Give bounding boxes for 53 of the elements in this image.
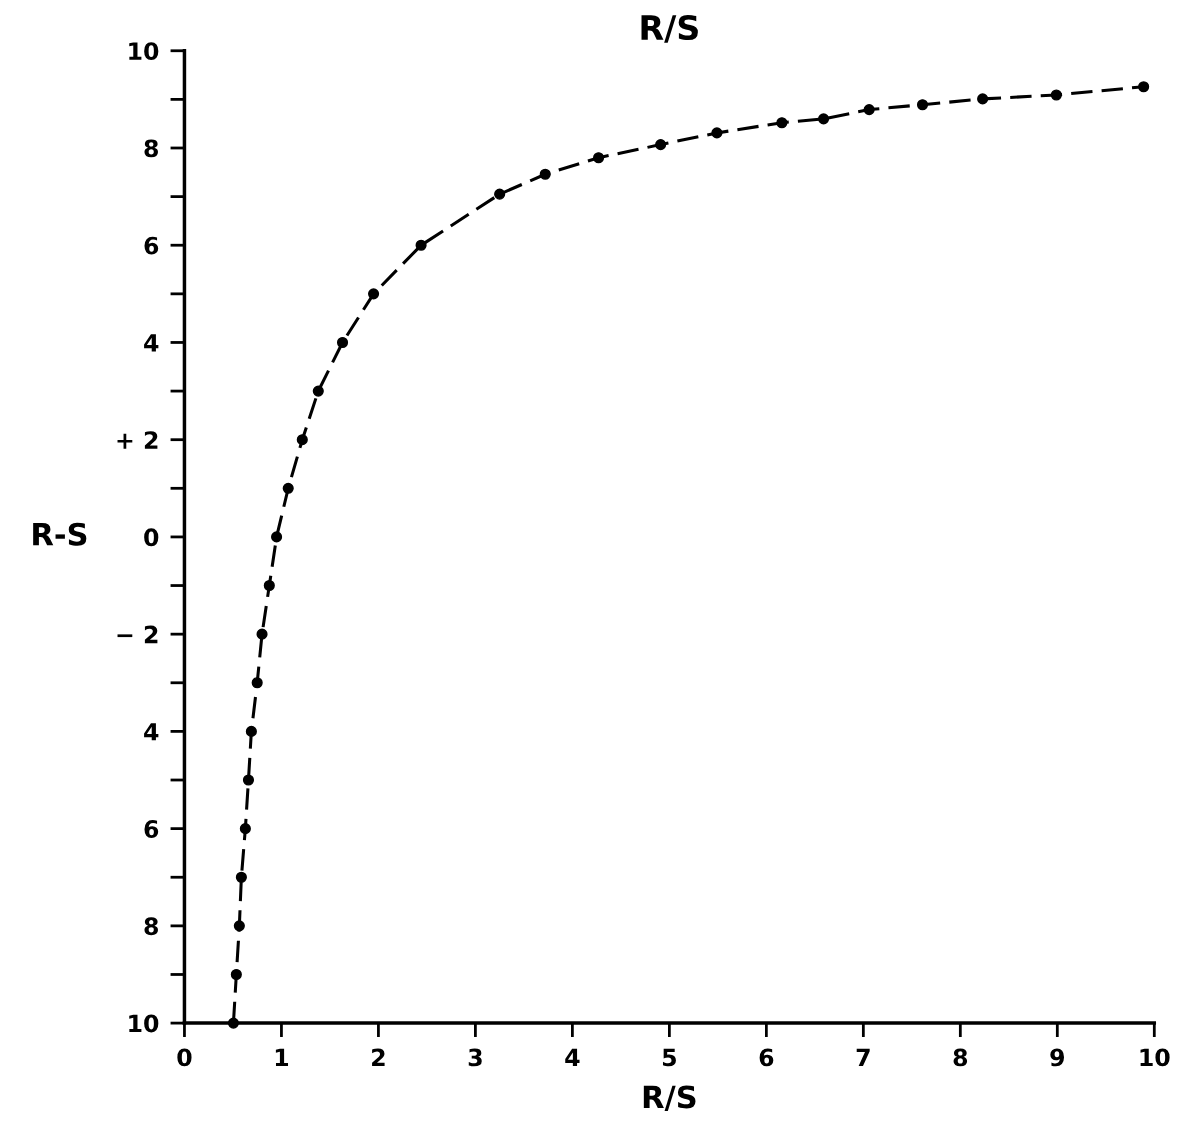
point xyxy=(711,127,723,139)
y-tick-label: 10 xyxy=(129,42,159,61)
point xyxy=(655,139,667,151)
point xyxy=(336,336,349,349)
point xyxy=(233,920,245,932)
y-tick-label: + 2 xyxy=(117,431,158,449)
x-tick-label: 10 xyxy=(1140,1048,1170,1067)
point xyxy=(312,385,324,397)
y-tick-label: 8 xyxy=(144,139,158,158)
point xyxy=(776,117,788,129)
x-tick-label: 3 xyxy=(468,1048,482,1067)
point xyxy=(282,482,294,494)
y-tick-label: − 2 xyxy=(117,625,158,644)
point xyxy=(239,823,251,835)
x-tick-label: 6 xyxy=(759,1048,774,1067)
point xyxy=(977,93,989,105)
x-tick-label: 7 xyxy=(856,1048,870,1067)
point xyxy=(251,677,263,689)
x-tick-label: 4 xyxy=(565,1048,580,1067)
point xyxy=(296,434,308,446)
x-tick-label: 1 xyxy=(275,1048,289,1067)
y-tick-label: 6 xyxy=(144,820,159,838)
point xyxy=(245,725,257,737)
point xyxy=(271,531,283,543)
point xyxy=(539,168,551,180)
x-axis-title: R/S xyxy=(643,1085,696,1111)
x-tick-label: 9 xyxy=(1050,1048,1065,1067)
y-axis-title: R-S xyxy=(33,522,87,546)
y-tick-label: 8 xyxy=(144,917,158,936)
point xyxy=(235,871,247,883)
point xyxy=(494,188,506,200)
y-tick-label: 4 xyxy=(144,334,159,352)
point xyxy=(368,288,380,300)
chart-title: R/S xyxy=(641,14,698,43)
y-tick-label: 6 xyxy=(144,236,159,255)
point xyxy=(863,104,875,116)
x-tick-label: 8 xyxy=(953,1048,968,1067)
point xyxy=(256,628,268,640)
point xyxy=(818,113,830,125)
x-tick-label: 5 xyxy=(662,1048,676,1067)
y-tick-label: 10 xyxy=(129,1014,159,1033)
y-tick-label: 0 xyxy=(144,528,159,547)
point xyxy=(263,579,275,592)
x-tick-label: 2 xyxy=(372,1048,385,1067)
y-tick-label: 4 xyxy=(144,723,159,741)
point xyxy=(242,774,255,786)
point xyxy=(415,239,427,251)
point xyxy=(1138,81,1150,93)
point xyxy=(230,968,242,981)
point xyxy=(593,152,605,164)
point xyxy=(1050,89,1062,101)
x-tick-label: 0 xyxy=(177,1048,192,1067)
point xyxy=(916,99,929,111)
